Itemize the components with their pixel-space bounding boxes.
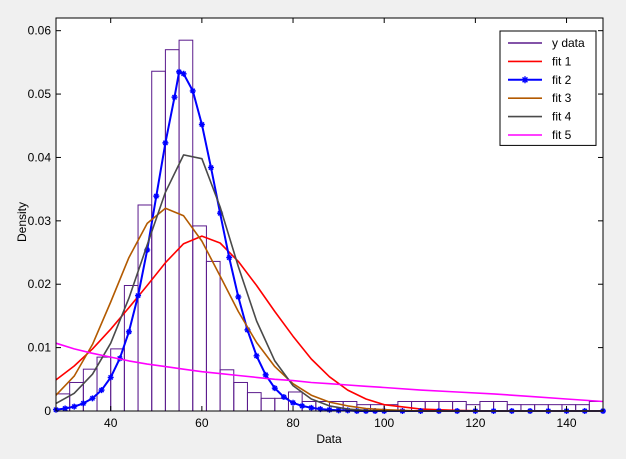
- series-point: [335, 407, 342, 414]
- series-point: [80, 400, 87, 407]
- y-tick-label: 0: [44, 404, 51, 418]
- series-point: [144, 246, 151, 253]
- series-point: [235, 293, 242, 300]
- series-point: [89, 395, 96, 402]
- series-point: [198, 121, 205, 128]
- series-point: [107, 374, 114, 381]
- series-point: [253, 352, 260, 359]
- series-point: [71, 403, 78, 410]
- series-point: [217, 210, 224, 217]
- series-line-5: [55, 342, 604, 403]
- series-point: [280, 394, 287, 401]
- series-point: [135, 292, 142, 299]
- x-tick-label: 100: [374, 416, 394, 430]
- x-axis-label: Data: [316, 432, 342, 446]
- series-point: [290, 399, 297, 406]
- series-point: [180, 70, 187, 77]
- axes-box: [55, 17, 604, 412]
- y-tick-label: 0.06: [28, 24, 52, 38]
- y-tick-label: 0.04: [28, 150, 52, 164]
- series-point: [162, 139, 169, 146]
- y-tick-label: 0.05: [28, 87, 52, 101]
- legend-entry: y data: [552, 36, 585, 50]
- series-point: [98, 387, 105, 394]
- series-point: [299, 402, 306, 409]
- legend-entry: fit 2: [552, 73, 572, 87]
- legend-entry: fit 4: [552, 110, 572, 124]
- legend-box: [499, 30, 597, 146]
- x-tick-label: 60: [195, 416, 209, 430]
- series-point: [171, 94, 178, 101]
- series-point: [317, 406, 324, 413]
- x-tick-label: 120: [465, 416, 485, 430]
- x-tick-label: 140: [557, 416, 577, 430]
- series-point: [189, 87, 196, 94]
- series-point: [308, 404, 315, 411]
- legend-marker: [521, 76, 529, 84]
- legend-entry: fit 5: [552, 128, 572, 142]
- legend-entry: fit 1: [552, 54, 572, 68]
- series-point: [226, 254, 233, 261]
- series-point: [62, 405, 69, 412]
- series-point: [153, 193, 160, 200]
- series-point: [344, 407, 351, 414]
- x-tick-label: 40: [104, 416, 118, 430]
- series-point: [326, 406, 333, 413]
- legend-entry: fit 3: [552, 91, 572, 105]
- series-point: [176, 68, 183, 75]
- y-tick-label: 0.02: [28, 277, 52, 291]
- y-tick-label: 0.01: [28, 341, 52, 355]
- series-point: [244, 326, 251, 333]
- y-tick-label: 0.03: [28, 214, 52, 228]
- y-axis-label: Density: [15, 202, 29, 242]
- series-point: [262, 371, 269, 378]
- series-point: [125, 328, 132, 335]
- x-tick-label: 80: [286, 416, 300, 430]
- series-point: [207, 164, 214, 171]
- legend: y data fit 1 fit 2 fit 3 fit 4 fit 5: [499, 30, 597, 146]
- series-point: [271, 385, 278, 392]
